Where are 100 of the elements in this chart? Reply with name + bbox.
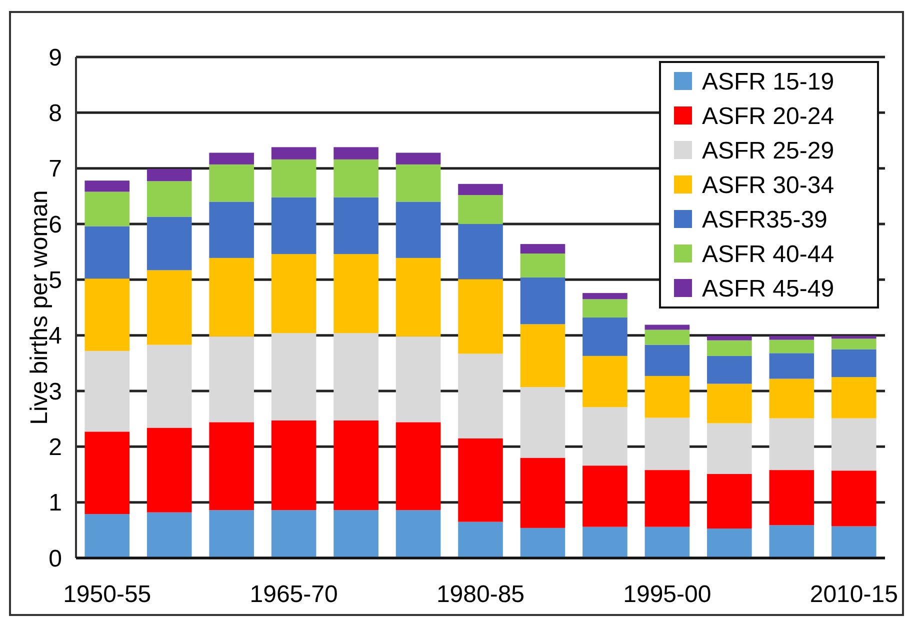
bar xyxy=(582,526,628,558)
x-tick-label: 2010-15 xyxy=(810,581,898,608)
bar xyxy=(334,159,378,198)
bar xyxy=(707,356,752,384)
bar xyxy=(209,510,254,558)
y-tick-label: 8 xyxy=(48,100,62,128)
bar xyxy=(146,344,192,428)
legend-label: ASFR 25-29 xyxy=(702,137,834,164)
bar xyxy=(271,510,316,558)
bar xyxy=(582,299,628,318)
bar xyxy=(209,336,254,422)
legend-label: ASFR 30-34 xyxy=(702,172,834,199)
bar xyxy=(84,180,130,192)
bar xyxy=(146,270,192,345)
bar xyxy=(582,318,628,356)
bar xyxy=(458,438,503,522)
x-tick-label: 1980-85 xyxy=(436,581,525,608)
bar xyxy=(831,377,876,418)
bar xyxy=(396,422,441,510)
bar xyxy=(271,254,316,334)
legend-label: ASFR35-39 xyxy=(702,206,828,234)
bar xyxy=(84,432,130,514)
bar xyxy=(271,159,316,198)
bar xyxy=(458,279,503,354)
bar xyxy=(146,428,192,512)
bar xyxy=(334,254,378,334)
bar xyxy=(831,338,876,350)
y-tick-label: 2 xyxy=(48,434,62,462)
bar xyxy=(520,277,566,324)
bar xyxy=(831,470,876,526)
bar xyxy=(334,147,378,160)
bar xyxy=(84,192,130,226)
bar xyxy=(707,528,752,558)
bar xyxy=(146,216,192,270)
bar xyxy=(831,418,876,471)
x-tick-label: 1995-00 xyxy=(623,581,712,608)
bar xyxy=(458,184,503,196)
bar xyxy=(769,378,814,418)
bar xyxy=(458,195,503,224)
bar xyxy=(831,526,876,558)
bar xyxy=(769,353,814,379)
bar xyxy=(644,324,690,330)
bar xyxy=(520,324,566,388)
bar xyxy=(831,349,876,378)
bar xyxy=(271,197,316,254)
bar xyxy=(396,152,441,164)
bar xyxy=(209,202,254,258)
legend-label: ASFR 45-49 xyxy=(702,275,834,302)
bar xyxy=(209,258,254,336)
x-tick-label: 1965-70 xyxy=(250,581,338,608)
bar xyxy=(520,244,566,254)
bar xyxy=(396,202,441,258)
bar xyxy=(769,336,814,340)
bar xyxy=(644,376,690,418)
bar xyxy=(707,340,752,356)
bar xyxy=(769,470,814,526)
bar xyxy=(582,293,628,300)
bar xyxy=(769,340,814,354)
bar xyxy=(209,152,254,164)
bar xyxy=(707,384,752,424)
y-tick-label: 7 xyxy=(48,156,62,183)
bar xyxy=(582,407,628,466)
bar xyxy=(271,420,316,510)
bar xyxy=(396,164,441,202)
bar xyxy=(334,197,378,254)
y-tick-label: 9 xyxy=(48,44,62,72)
bar xyxy=(458,224,503,280)
bar xyxy=(396,258,441,336)
y-tick-label: 1 xyxy=(48,490,62,517)
bar xyxy=(582,356,628,408)
bar xyxy=(769,525,814,558)
bar xyxy=(146,181,192,217)
bar xyxy=(707,474,752,528)
bar xyxy=(271,333,316,421)
bar xyxy=(520,387,566,458)
bar xyxy=(458,522,503,558)
bar xyxy=(334,333,378,421)
bar xyxy=(520,458,566,528)
bar xyxy=(707,423,752,474)
bar xyxy=(831,336,876,339)
bar xyxy=(396,336,441,422)
bar xyxy=(458,354,503,438)
bar xyxy=(84,278,130,351)
bar xyxy=(84,514,130,558)
bar xyxy=(644,526,690,558)
bar xyxy=(146,168,192,182)
legend-label: ASFR 40-44 xyxy=(702,240,834,268)
y-tick-label: 4 xyxy=(48,322,62,350)
legend-label: ASFR 20-24 xyxy=(702,102,834,130)
bar xyxy=(707,336,752,340)
bar xyxy=(520,528,566,558)
y-tick-label: 6 xyxy=(48,211,62,238)
bar xyxy=(644,344,690,376)
bar xyxy=(334,420,378,510)
y-tick-label: 5 xyxy=(48,267,62,294)
bar xyxy=(84,226,130,279)
bar xyxy=(520,254,566,278)
bar xyxy=(644,418,690,470)
bar xyxy=(209,164,254,202)
y-tick-label: 0 xyxy=(48,545,62,572)
